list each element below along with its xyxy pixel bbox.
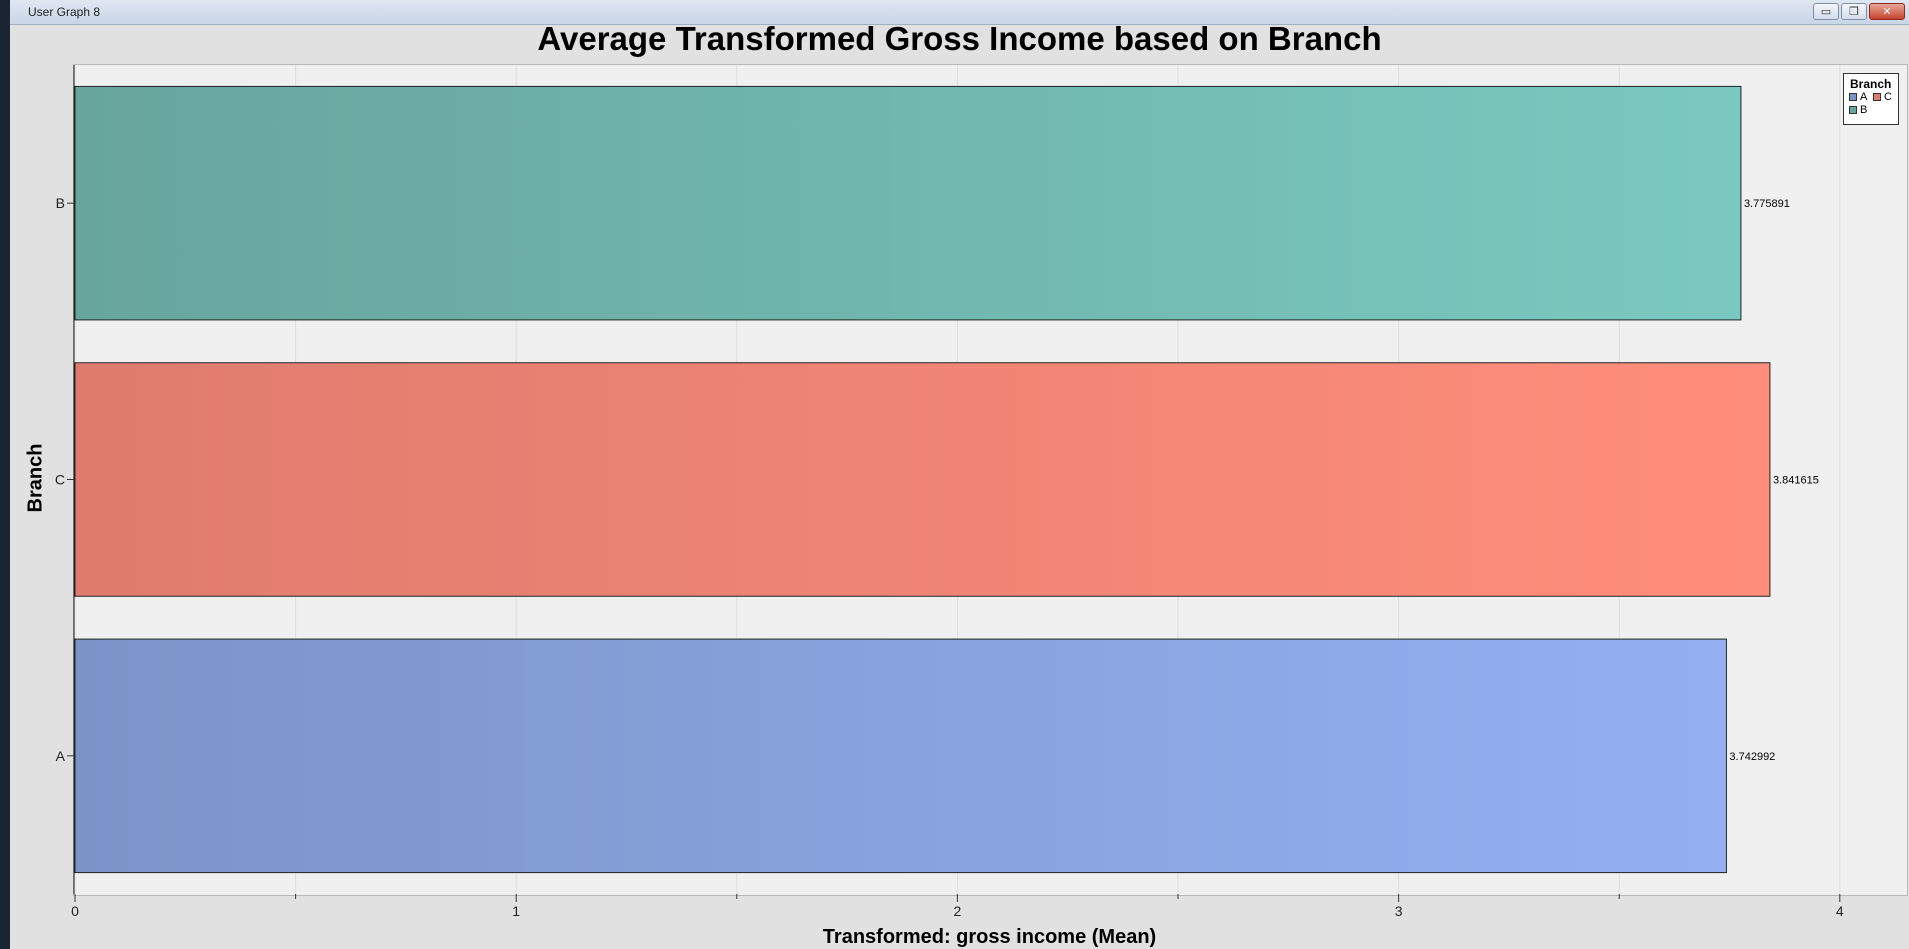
y-axis-title: Branch bbox=[24, 443, 47, 513]
data-label-b: 3.775891 bbox=[1744, 198, 1790, 210]
legend-swatch-c bbox=[1873, 93, 1881, 101]
chart-title: Average Transformed Gross Income based o… bbox=[537, 20, 1382, 57]
legend-label-b: B bbox=[1860, 104, 1868, 116]
chart-window: User Graph 8 ▭ ❐ ✕ Average Transformed G… bbox=[10, 0, 1909, 949]
window-title: User Graph 8 bbox=[28, 5, 101, 19]
x-tick-label: 1 bbox=[512, 903, 520, 919]
data-label-c: 3.841615 bbox=[1773, 475, 1819, 487]
y-tick-label-c: C bbox=[55, 472, 65, 488]
legend-item-c: C bbox=[1873, 91, 1892, 103]
x-tick-label: 3 bbox=[1395, 903, 1403, 919]
legend-label-a: A bbox=[1860, 91, 1868, 103]
x-tick-label: 2 bbox=[954, 903, 962, 919]
y-tick-label-b: B bbox=[56, 195, 65, 211]
y-tick-label-a: A bbox=[56, 748, 66, 764]
close-icon: ✕ bbox=[1882, 5, 1892, 18]
window-titlebar[interactable]: User Graph 8 ▭ ❐ ✕ bbox=[10, 0, 1909, 25]
close-button[interactable]: ✕ bbox=[1869, 3, 1905, 20]
legend-item-b: B bbox=[1849, 104, 1867, 116]
legend-title: Branch bbox=[1850, 77, 1892, 91]
legend-swatch-b bbox=[1849, 106, 1857, 114]
minimize-icon: ▭ bbox=[1820, 5, 1832, 18]
bar-b bbox=[74, 85, 1742, 321]
minimize-button[interactable]: ▭ bbox=[1813, 3, 1839, 20]
bar-chart: 3.775891 B 3.841615 C 3.742992 A 0 1 2 3 4 bbox=[55, 65, 1844, 919]
x-tick-label: 0 bbox=[71, 903, 79, 919]
data-label-a: 3.742992 bbox=[1729, 751, 1775, 763]
restore-icon: ❐ bbox=[1849, 5, 1859, 18]
x-tick-label: 4 bbox=[1836, 903, 1844, 919]
legend-item-a: A bbox=[1849, 91, 1867, 103]
restore-button[interactable]: ❐ bbox=[1841, 3, 1867, 20]
x-axis-title: Transformed: gross income (Mean) bbox=[822, 926, 1157, 948]
bar-c bbox=[74, 362, 1771, 597]
bar-a bbox=[74, 638, 1727, 874]
legend-swatch-a bbox=[1849, 93, 1857, 101]
legend-label-c: C bbox=[1884, 91, 1892, 103]
chart-legend: Branch A C B bbox=[1843, 73, 1899, 125]
